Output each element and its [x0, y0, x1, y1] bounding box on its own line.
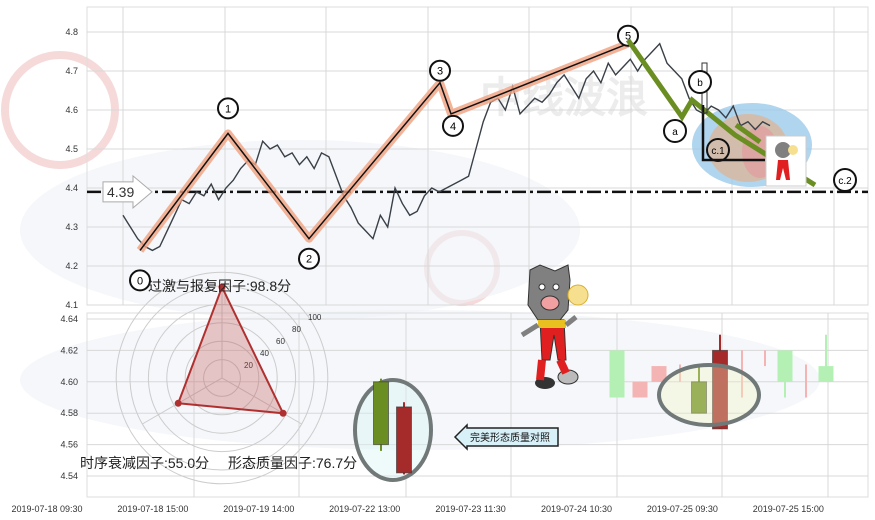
level-arrow-icon [102, 174, 153, 209]
radar-point [174, 399, 182, 407]
radar-ring-label: 60 [276, 337, 285, 346]
candle-body [805, 364, 807, 367]
y-tick-label: 4.4 [65, 183, 78, 193]
candle-body [609, 350, 625, 398]
watermark-text: 中线波浪 [480, 74, 648, 121]
wave-label: 2 [306, 254, 312, 266]
radar-chart: 20 40 60 80 100 [115, 271, 329, 485]
y-axis-ticks: 4.8 4.7 4.6 4.5 4.4 4.3 4.2 4.1 4.64 4.62 4.60 4.58… [60, 27, 78, 481]
radar-axis [221, 377, 302, 425]
correction-label: c.2 [838, 176, 852, 187]
radar-ring-label: 100 [308, 313, 322, 322]
radar-point [279, 409, 287, 417]
candle-body [777, 350, 793, 382]
radar-ring-label: 40 [260, 349, 269, 358]
match-ellipse [657, 363, 761, 427]
wave-label-circle [429, 59, 451, 82]
factor-label-form-quality: 形态质量因子:76.7分 [228, 455, 358, 471]
radar-ring [115, 271, 329, 485]
x-tick-label: 2019-07-25 15:00 [753, 504, 824, 514]
impulse-wave-line [139, 43, 629, 251]
bottom-plot-frame [86, 312, 869, 498]
candlesticks [609, 334, 834, 430]
level-label: 4.39 [107, 184, 134, 200]
wave-label-circle [217, 97, 239, 120]
y-tick-label: 4.64 [60, 314, 78, 324]
candle-body [632, 381, 648, 398]
y-tick-label: 4.56 [60, 440, 78, 450]
x-tick-label: 2019-07-24 10:30 [541, 504, 612, 514]
wave-label: 0 [137, 275, 143, 287]
y-tick-label: 4.1 [65, 300, 78, 310]
reference-candles [373, 378, 412, 475]
wave-lines: 0 1 2 3 4 5 a b c.1 c.2 [129, 24, 857, 292]
candle-body [679, 364, 681, 382]
correction-label: b [697, 78, 703, 89]
x-tick-label: 2019-07-18 09:30 [11, 504, 82, 514]
reference-ellipse [353, 378, 433, 482]
wave-label-circle [298, 247, 320, 270]
y-tick-label: 4.2 [65, 261, 78, 271]
radar-ring-label: 80 [292, 325, 301, 334]
x-tick-label: 2019-07-19 14:00 [223, 504, 294, 514]
candle-body [373, 381, 389, 446]
wolf-mascot-small-icon [765, 135, 807, 187]
y-tick-label: 4.54 [60, 471, 78, 481]
y-tick-label: 4.5 [65, 144, 78, 154]
x-tick-label: 2019-07-18 15:00 [117, 504, 188, 514]
candle-body [712, 349, 728, 430]
correction-label-circle [688, 70, 712, 94]
y-tick-label: 4.7 [65, 66, 78, 76]
correction-label: a [672, 127, 678, 138]
price-line-group [122, 42, 771, 252]
candle-body [741, 350, 743, 353]
callout-arrow: 完美形态质量对照 [453, 423, 559, 451]
candle-body [764, 350, 766, 353]
wave-label: 4 [450, 121, 456, 133]
y-tick-label: 4.60 [60, 377, 78, 387]
wolf-mascot-icon [520, 264, 589, 389]
x-tick-label: 2019-07-22 13:00 [329, 504, 400, 514]
candle-body [651, 366, 667, 382]
wave-label: 5 [625, 31, 631, 43]
correction-wave-line [625, 38, 817, 188]
wave-label-circle [129, 269, 151, 292]
correction-wave-line [734, 122, 762, 145]
factor-label-overreaction: 过激与报复因子:98.8分 [148, 278, 292, 294]
radar-ring-label: 20 [244, 361, 253, 370]
y-tick-label: 4.8 [65, 27, 78, 37]
wave-label-circle [442, 114, 464, 137]
x-tick-label: 2019-07-23 11:30 [435, 504, 505, 514]
radar-axis [142, 377, 223, 425]
correction-label: c.1 [711, 146, 725, 157]
target-bracket [701, 105, 765, 162]
radar-point [218, 283, 226, 291]
y-tick-label: 4.58 [60, 408, 78, 418]
candle-body [396, 406, 412, 474]
y-tick-label: 4.62 [60, 345, 78, 355]
x-tick-label: 2019-07-25 09:30 [647, 504, 718, 514]
candle-body [691, 381, 707, 414]
correction-label-circle [663, 119, 687, 143]
wave-label: 3 [437, 66, 443, 78]
price-line [122, 42, 771, 252]
wave-label: 1 [225, 103, 231, 115]
factor-label-time-decay: 时序衰减因子:55.0分 [80, 455, 210, 471]
level-line-group: 4.39 [87, 174, 868, 209]
callout-label: 完美形态质量对照 [470, 431, 550, 444]
candle-body [818, 366, 834, 382]
correction-label-circle [833, 168, 857, 192]
y-tick-label: 4.3 [65, 222, 78, 232]
x-axis-ticks: 2019-07-18 09:30 2019-07-18 15:00 2019-07-… [11, 504, 823, 514]
y-tick-label: 4.6 [65, 105, 78, 115]
wave-label-circle [617, 24, 639, 47]
radar-area [176, 284, 285, 415]
correction-label-circle [706, 138, 730, 162]
